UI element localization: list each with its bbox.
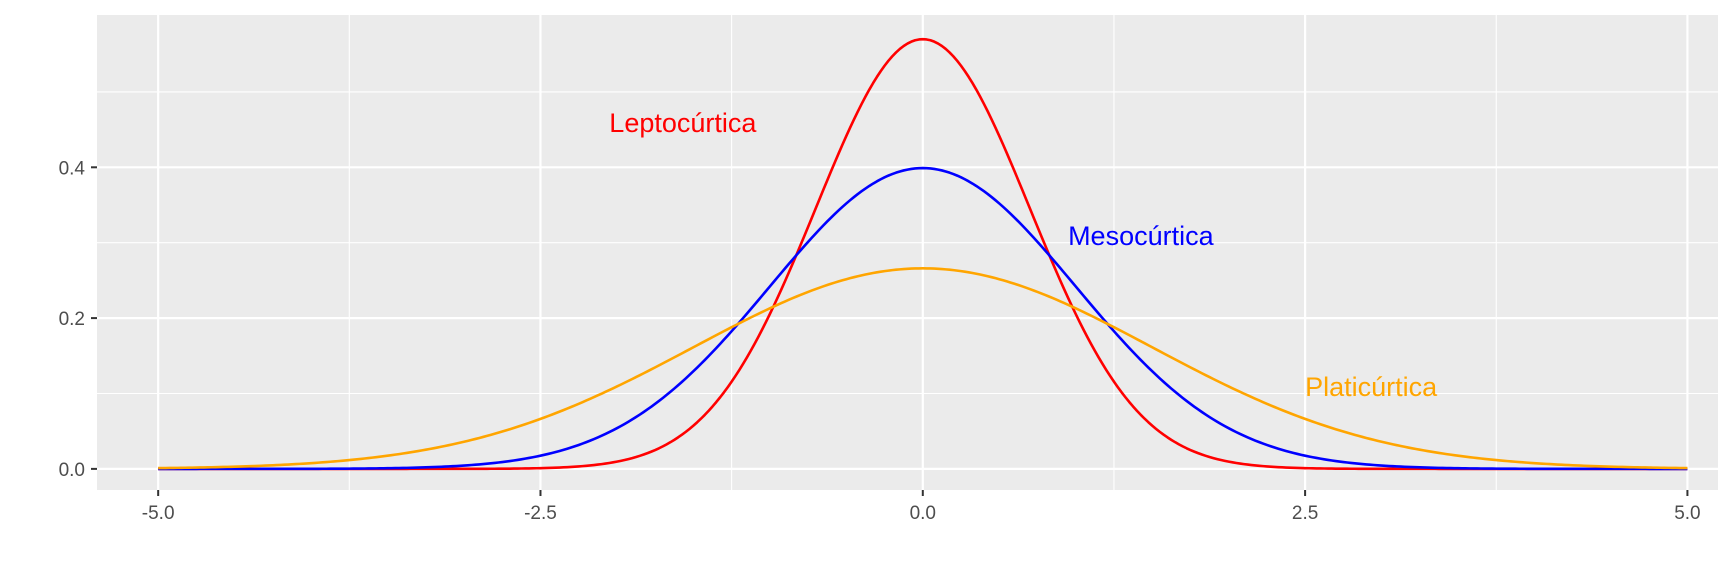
x-tick-label: 0.0 xyxy=(910,503,936,524)
x-tick-label: -2.5 xyxy=(524,503,557,524)
annotations: Leptocúrtica Mesocúrtica Platicúrtica xyxy=(609,108,1438,402)
x-tick-label: -5.0 xyxy=(142,503,175,524)
panel-background xyxy=(97,15,1718,490)
annotation-label: Mesocúrtica xyxy=(1068,221,1215,251)
y-axis: 0.0 0.2 0.4 xyxy=(59,158,97,481)
annotation-label: Platicúrtica xyxy=(1305,372,1438,402)
x-axis: -5.0 -2.5 0.0 2.5 5.0 xyxy=(142,490,1701,524)
series-line-3 xyxy=(158,267,1688,470)
curves xyxy=(158,37,1688,471)
y-tick-label: 0.2 xyxy=(59,309,85,330)
y-tick-label: 0.0 xyxy=(59,460,85,481)
annotation-label: Leptocúrtica xyxy=(609,108,757,138)
series-line-2 xyxy=(158,166,1688,471)
x-tick-label: 5.0 xyxy=(1674,503,1700,524)
y-tick-label: 0.4 xyxy=(59,158,86,179)
x-tick-label: 2.5 xyxy=(1292,503,1318,524)
